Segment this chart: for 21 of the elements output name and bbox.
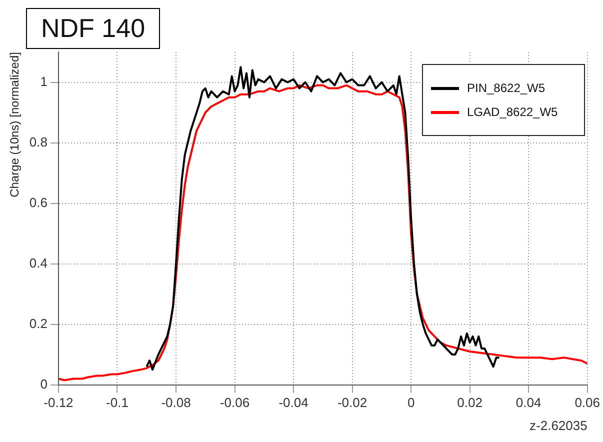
- x-tick-label: 0.02: [457, 395, 482, 410]
- y-tick-label: 0: [40, 376, 48, 392]
- x-tick-label: -0.02: [337, 395, 368, 410]
- x-tick-label: 0: [407, 395, 415, 410]
- x-tick-label: -0.06: [220, 395, 250, 410]
- y-tick-label: 0.4: [29, 255, 48, 270]
- x-tick-label: 0.04: [516, 395, 542, 410]
- y-tick-label: 0.6: [29, 194, 48, 210]
- y-tick-label: 0.2: [29, 316, 48, 331]
- y-tick-label: 0.8: [29, 134, 48, 150]
- x-axis-title: z-2.62035: [530, 418, 588, 433]
- x-tick-label: -0.04: [278, 395, 308, 410]
- x-tick-label: 0.06: [574, 395, 600, 410]
- legend-label: PIN_8622_W5: [467, 81, 546, 95]
- legend-label: LGAD_8622_W5: [467, 105, 558, 119]
- y-axis-title: Charge (10ns) [normalized]: [8, 52, 22, 198]
- x-tick-label: -0.08: [161, 395, 191, 410]
- x-tick-label: -0.12: [44, 395, 74, 410]
- y-tick-label: 1: [40, 74, 48, 89]
- chart-title: NDF 140: [26, 8, 160, 49]
- x-tick-label: -0.1: [106, 395, 128, 410]
